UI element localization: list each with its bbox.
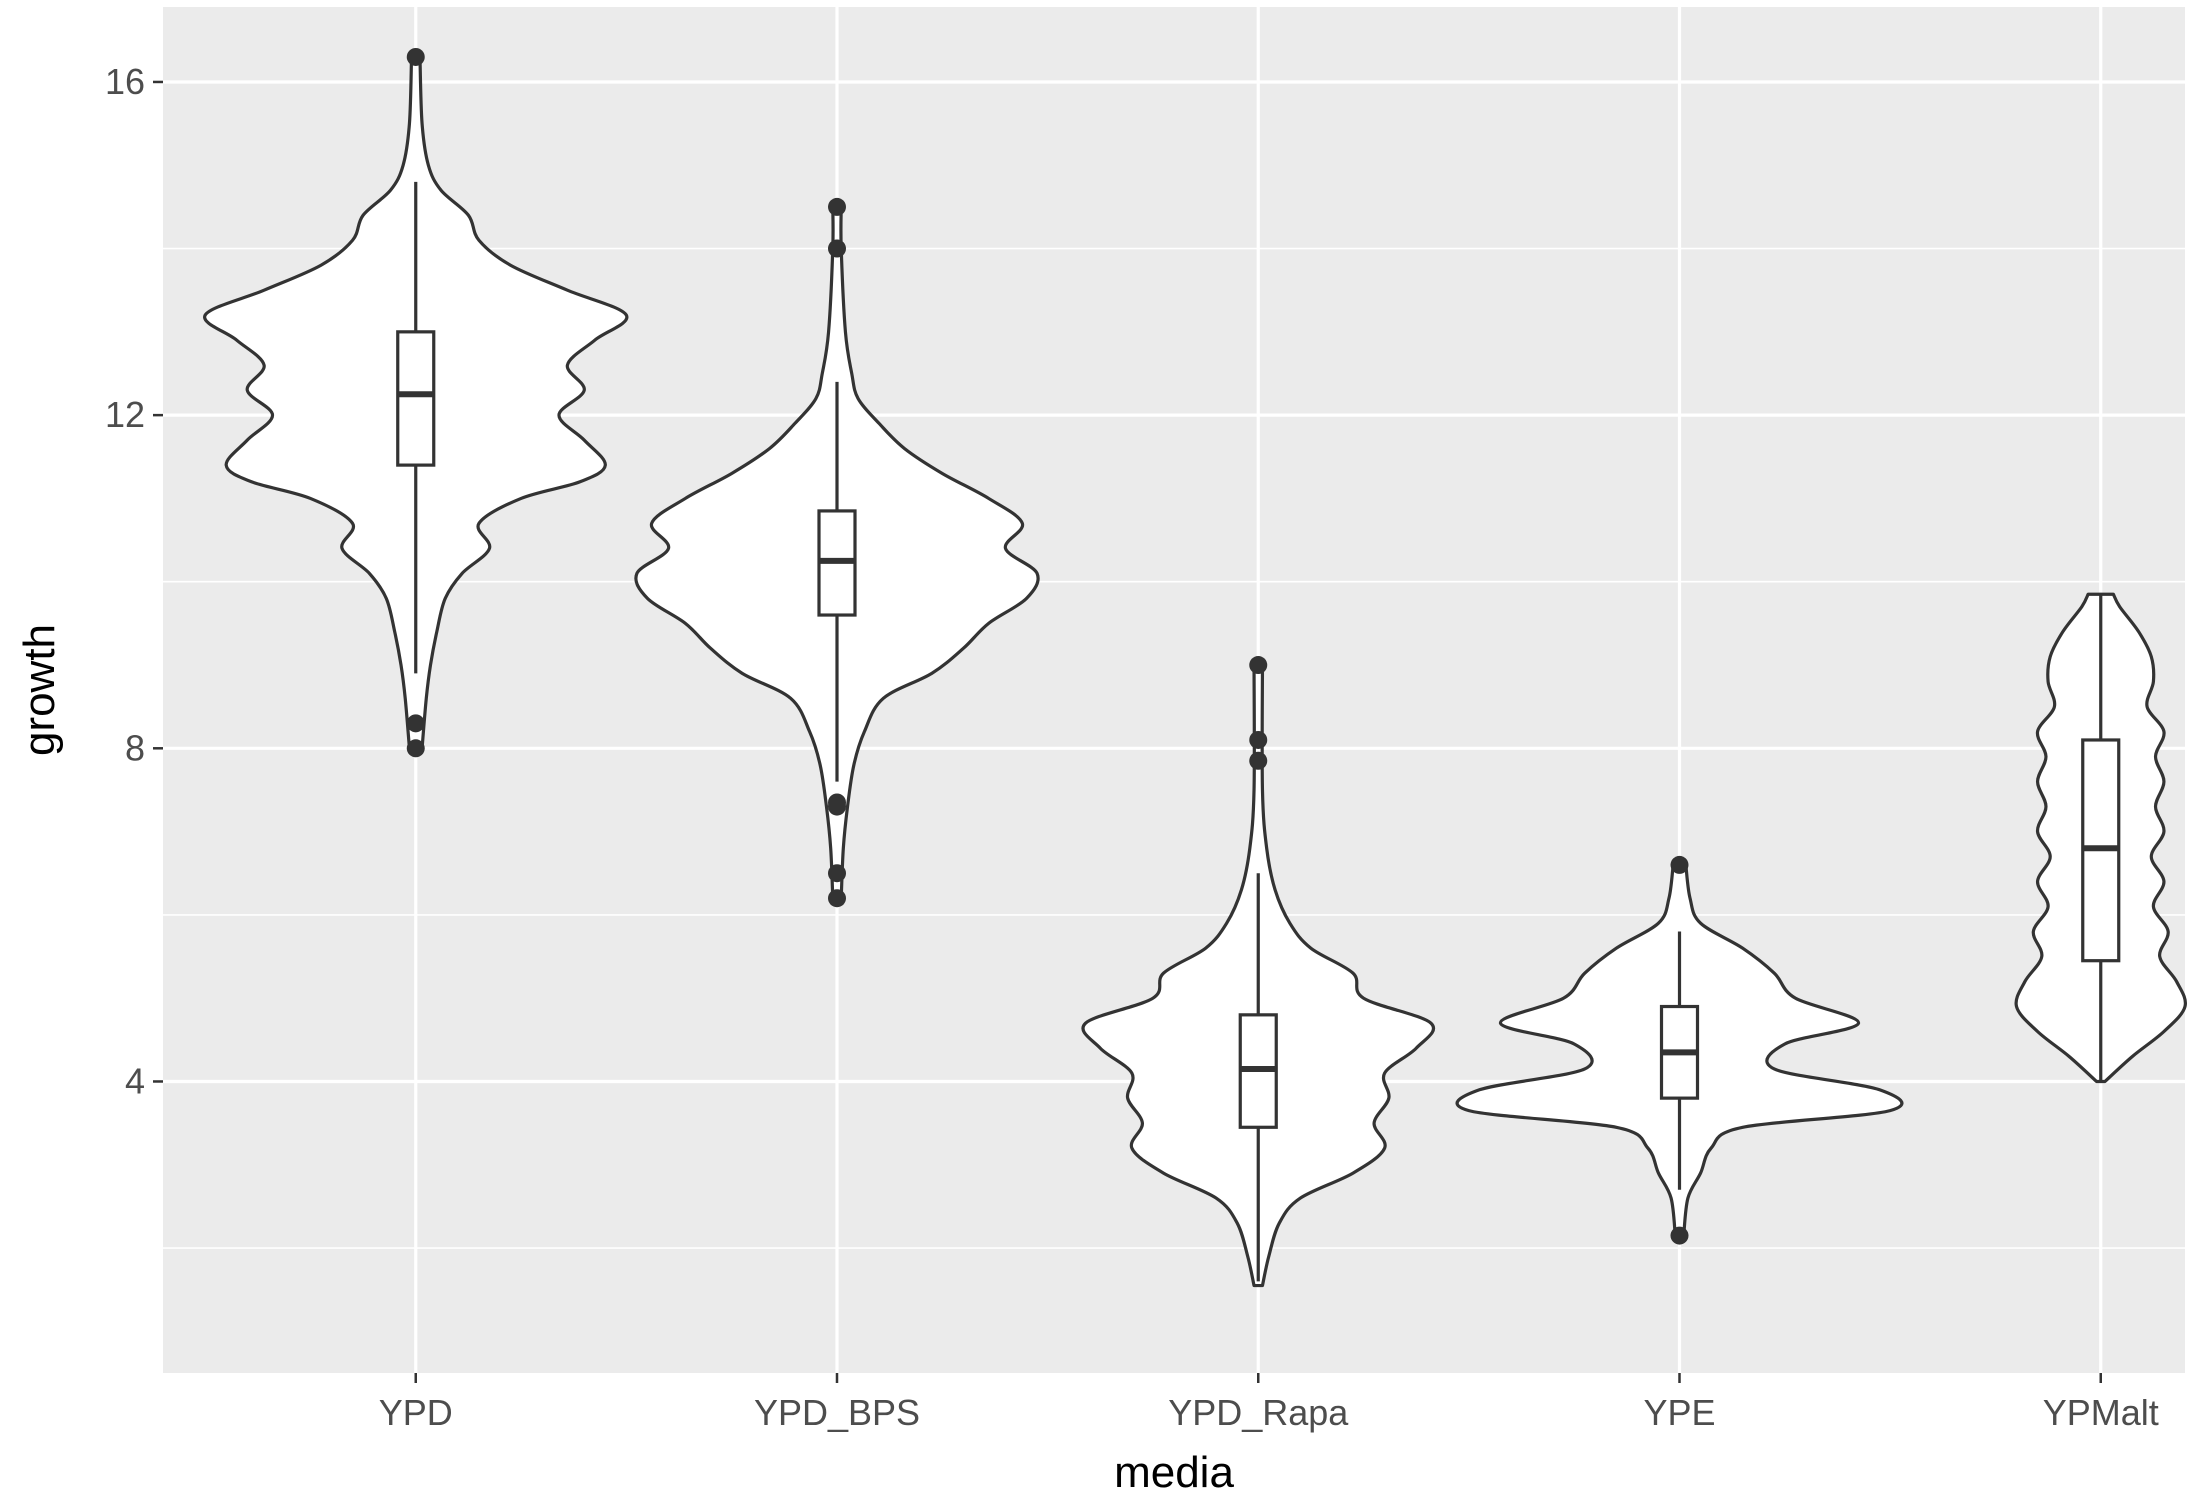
x-axis: YPD YPD_BPS YPD_Rapa YPE YPMalt xyxy=(379,1373,2159,1433)
minor-gridlines xyxy=(163,247,2185,1249)
violin-group-YPMalt xyxy=(2014,592,2188,1084)
y-tick-label: 8 xyxy=(125,727,145,768)
outlier-point-YPE xyxy=(1670,1226,1689,1245)
x-tick-label: YPD_BPS xyxy=(754,1392,920,1433)
outlier-point-YPD_BPS xyxy=(828,239,846,258)
y-axis-title: growth xyxy=(15,624,64,756)
y-tick-label: 12 xyxy=(105,394,145,435)
outlier-point-YPD xyxy=(406,714,425,733)
x-tick-label: YPD xyxy=(379,1392,453,1433)
y-axis: 4 8 12 16 xyxy=(105,61,163,1101)
outlier-point-YPE xyxy=(1670,855,1689,874)
x-tick-label: YPD_Rapa xyxy=(1168,1392,1349,1433)
violin-group-YPE xyxy=(1455,855,1904,1245)
x-tick-label: YPMalt xyxy=(2043,1392,2159,1433)
outlier-point-YPD xyxy=(406,739,425,758)
outlier-point-YPD_Rapa xyxy=(1249,656,1268,675)
outlier-point-YPD_BPS xyxy=(828,864,846,883)
outlier-point-YPD xyxy=(406,47,425,66)
y-tick-label: 4 xyxy=(125,1060,145,1101)
outlier-point-YPD_Rapa xyxy=(1249,730,1268,749)
outlier-point-YPD_BPS xyxy=(828,889,846,908)
violin-group-YPD_Rapa xyxy=(1081,656,1436,1288)
outlier-point-YPD_BPS xyxy=(828,797,846,816)
violin-group-YPD_BPS xyxy=(634,197,1040,908)
y-tick-label: 16 xyxy=(105,61,145,102)
box-YPD xyxy=(396,330,436,467)
violin-group-YPD xyxy=(203,47,629,758)
outlier-point-YPD_Rapa xyxy=(1249,751,1268,770)
violins-layer xyxy=(203,47,2188,1288)
x-axis-title: media xyxy=(1114,1448,1234,1497)
outlier-point-YPD_BPS xyxy=(828,197,846,216)
x-tick-label: YPE xyxy=(1643,1392,1715,1433)
